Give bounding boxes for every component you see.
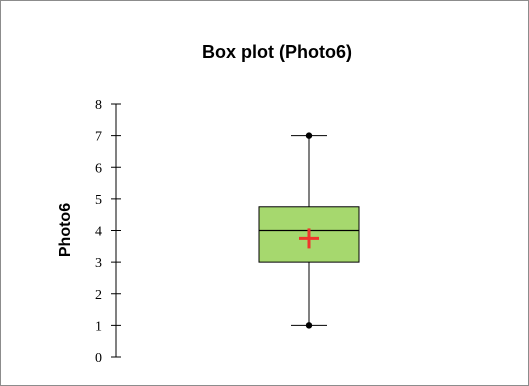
y-tick-label: 0 bbox=[95, 351, 102, 366]
plot-area bbox=[258, 132, 360, 329]
y-tick-label: 2 bbox=[95, 288, 102, 303]
y-tick-label: 8 bbox=[95, 98, 102, 113]
y-tick-label: 6 bbox=[95, 161, 102, 176]
mean-marker bbox=[299, 228, 319, 249]
chart-title: Box plot (Photo6) bbox=[202, 42, 352, 62]
y-axis: 0 1 2 3 4 5 6 7 8 bbox=[95, 98, 121, 366]
y-tick-label: 5 bbox=[95, 193, 102, 208]
y-tick-label: 4 bbox=[95, 225, 102, 240]
max-point bbox=[305, 132, 313, 139]
y-tick-label: 3 bbox=[95, 256, 102, 271]
min-point bbox=[305, 322, 313, 329]
y-axis-label: Photo6 bbox=[57, 203, 74, 257]
y-tick-label: 7 bbox=[95, 130, 102, 145]
y-tick-label: 1 bbox=[95, 319, 102, 334]
